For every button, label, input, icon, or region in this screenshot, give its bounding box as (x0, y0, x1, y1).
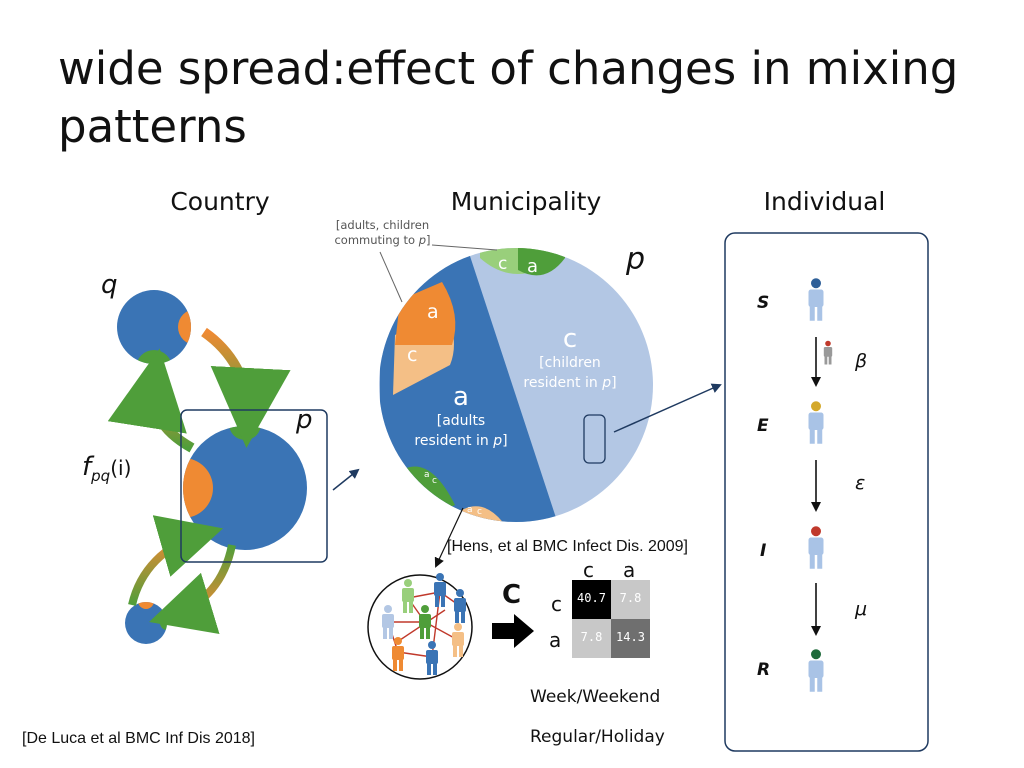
matrix-label: C (502, 580, 522, 610)
flow-label: fpq(i) (82, 452, 132, 486)
state-i: I (760, 541, 767, 561)
person-e (808, 401, 824, 444)
person-i (808, 526, 824, 569)
seg-commute-child-c: c (407, 344, 418, 366)
state-s: S (757, 293, 770, 313)
matrix-value-ca: 7.8 (619, 591, 642, 605)
individual-box (724, 232, 929, 752)
person-r (808, 649, 824, 692)
matrix-cell-ca (611, 580, 650, 619)
label-p-municipality: p (626, 242, 646, 277)
rate-mu: μ (855, 598, 868, 620)
zoom-arrow-individual (613, 383, 722, 433)
flow-p-to-small (149, 544, 236, 634)
infector-small (823, 340, 833, 365)
week-weekend-label: Week/Weekend (530, 687, 661, 707)
individual-selector (583, 414, 606, 464)
matrix-col-c: c (583, 558, 594, 582)
commuting-note: [adults, children commuting to p] (334, 218, 431, 247)
seg-small-a2: a (467, 505, 473, 515)
seg-commute-adult-a: a (427, 301, 439, 323)
flow-small-to-p (128, 515, 224, 606)
seg-small-c: c (432, 476, 437, 486)
zoom-arrow-country (332, 468, 360, 491)
matrix-cell-ac (572, 619, 611, 658)
contact-network (367, 573, 534, 680)
person-s (808, 278, 824, 321)
matrix-col-a: a (623, 558, 636, 582)
seg-commute-a: a (527, 256, 539, 277)
node-q (117, 290, 191, 364)
contact-matrix (572, 580, 650, 658)
label-p-country: p (296, 405, 313, 435)
commuting-pointer-2 (379, 251, 403, 303)
matrix-cell-cc (572, 580, 611, 619)
matrix-row-c: c (551, 592, 562, 616)
children-resident-label: c [children resident in p] (523, 324, 617, 391)
slide-title: wide spread:effect of changes in mixing … (58, 42, 959, 153)
section-individual: Individual (763, 187, 886, 216)
country-diagram (107, 290, 360, 644)
zoom-arrow-contacts (434, 507, 464, 568)
flow-p-to-q (107, 348, 195, 453)
state-e: E (757, 416, 769, 436)
matrix-cell-aa (611, 619, 650, 658)
rate-epsilon: ε (855, 472, 866, 494)
label-q: q (101, 270, 118, 300)
flow-q-to-p (201, 327, 291, 448)
section-municipality: Municipality (450, 187, 602, 216)
state-r: R (757, 660, 771, 680)
regular-holiday-label: Regular/Holiday (530, 727, 665, 747)
node-p (183, 426, 307, 550)
seg-small-a: a (424, 470, 430, 480)
rate-beta: β (855, 350, 868, 372)
municipality-diagram (379, 244, 722, 568)
matrix-value-aa: 14.3 (616, 630, 645, 644)
individual-panel (724, 232, 929, 752)
adults-resident-label: a [adults resident in p] (414, 382, 508, 449)
hens-reference: [Hens, et al BMC Infect Dis. 2009] (447, 538, 688, 555)
seg-commute-c: c (498, 254, 508, 274)
node-p-box (180, 409, 328, 563)
deluca-reference: [De Luca et al BMC Inf Dis 2018] (22, 730, 255, 747)
matrix-value-cc: 40.7 (577, 591, 606, 605)
commuting-pointer (431, 244, 498, 251)
seg-small-c2: c (477, 507, 482, 517)
matrix-arrow (492, 614, 534, 648)
matrix-row-a: a (549, 628, 562, 652)
matrix-value-ac: 7.8 (580, 630, 603, 644)
section-country: Country (170, 187, 270, 216)
